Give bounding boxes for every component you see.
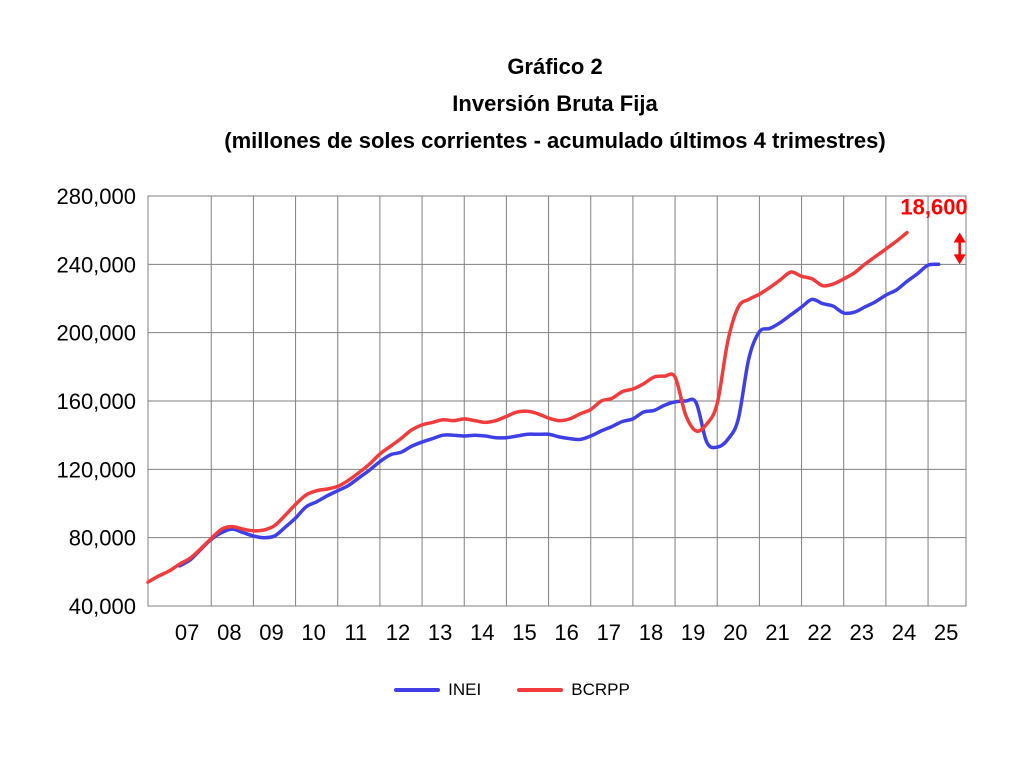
x-tick-label: 09 <box>259 620 283 645</box>
chart-title-line-3: (millones de soles corrientes - acumulad… <box>224 128 886 153</box>
axis-layer: 40,000 80,000 120,000 160,000 200,000 240,000… <box>56 184 958 645</box>
x-tick-label: 08 <box>217 620 241 645</box>
y-tick-label: 160,000 <box>56 389 136 414</box>
x-tick-label: 23 <box>850 620 874 645</box>
x-tick-label: 25 <box>934 620 958 645</box>
legend-item-inei: INEI <box>394 680 481 700</box>
annotation-arrow-head-down <box>953 254 966 265</box>
x-tick-label: 13 <box>428 620 452 645</box>
y-tick-label: 200,000 <box>56 321 136 346</box>
series-line-inei <box>177 262 941 568</box>
y-tick-label: 40,000 <box>69 594 136 619</box>
x-tick-label: 11 <box>344 620 367 645</box>
x-tick-label: 20 <box>723 620 747 645</box>
x-tick-label: 07 <box>175 620 199 645</box>
y-tick-label: 80,000 <box>69 526 136 551</box>
x-tick-label: 10 <box>301 620 325 645</box>
legend-label-inei: INEI <box>448 680 482 699</box>
series-layer <box>146 230 941 584</box>
x-tick-label: 16 <box>554 620 578 645</box>
chart-title-line-1: Gráfico 2 <box>507 54 603 79</box>
plot-frame <box>147 195 967 607</box>
grid-layer <box>147 195 967 607</box>
x-tick-label: 14 <box>470 620 494 645</box>
chart-title-block: Gráfico 2 Inversión Bruta Fija (millones… <box>0 48 1024 159</box>
legend-label-bcrpp: BCRPP <box>571 680 630 699</box>
x-tick-label: 17 <box>597 620 621 645</box>
legend-item-bcrpp: BCRPP <box>517 680 630 700</box>
annotation-layer: 18,600 <box>900 195 968 265</box>
legend-swatch-inei <box>394 688 441 692</box>
x-tick-label: 19 <box>681 620 705 645</box>
annotation-label: 18,600 <box>900 195 967 220</box>
series-line-bcrpp <box>146 230 909 584</box>
annotation-arrow-head-up <box>953 232 966 243</box>
x-tick-label: 18 <box>639 620 663 645</box>
chart-title-line-2: Inversión Bruta Fija <box>452 91 658 116</box>
legend-swatch-bcrpp <box>517 688 564 692</box>
y-tick-label: 280,000 <box>56 184 136 209</box>
x-tick-label: 21 <box>765 620 789 645</box>
x-tick-label: 24 <box>892 620 916 645</box>
legend: INEI BCRPP <box>0 680 1024 700</box>
x-tick-label: 15 <box>512 620 536 645</box>
y-tick-label: 240,000 <box>56 252 136 277</box>
y-tick-label: 120,000 <box>56 457 136 482</box>
x-tick-label: 22 <box>807 620 831 645</box>
x-tick-label: 12 <box>386 620 410 645</box>
